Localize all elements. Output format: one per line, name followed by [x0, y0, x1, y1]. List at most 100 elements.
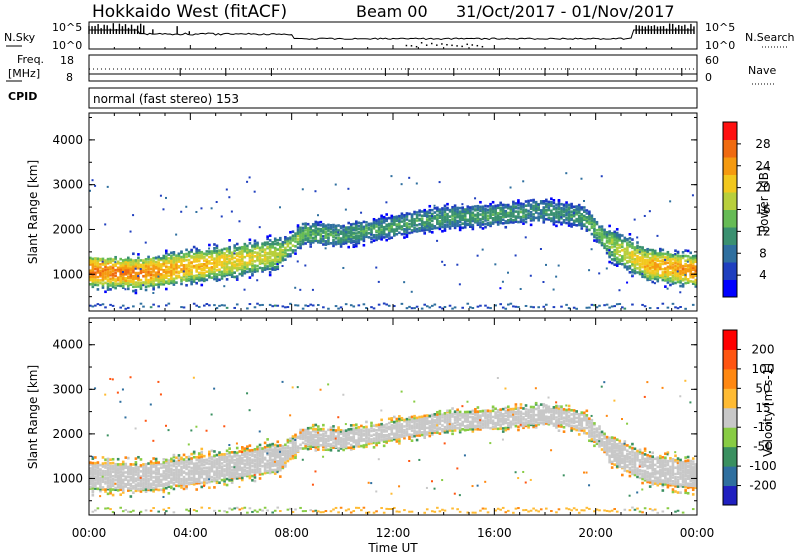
echo-cell — [349, 240, 353, 243]
echo-cell — [342, 439, 345, 443]
echo-cell — [342, 231, 345, 234]
echo-cell — [562, 219, 566, 222]
echo-cell — [469, 223, 472, 226]
echo-cell — [165, 472, 168, 476]
ground-scatter — [393, 506, 396, 509]
echo-cell — [420, 433, 424, 437]
echo-cell — [618, 246, 622, 249]
echo-cell — [96, 469, 100, 473]
echo-cell — [631, 260, 634, 264]
echo-cell — [529, 210, 533, 214]
echo-cell — [159, 474, 163, 478]
echo-cell — [263, 255, 267, 259]
echo-cell — [273, 268, 277, 271]
echo-cell — [172, 453, 176, 457]
echo-cell — [648, 259, 652, 262]
echo-cell — [134, 485, 138, 488]
echo-cell — [557, 220, 561, 224]
echo-cell — [671, 266, 675, 269]
ground-scatter — [507, 303, 510, 306]
echo-cell — [628, 265, 632, 268]
echo-cell — [550, 217, 553, 220]
echo-cell — [208, 472, 211, 475]
echo-cell — [347, 245, 350, 249]
echo-cell — [501, 208, 505, 211]
echo-cell — [172, 268, 176, 272]
echo-cell — [382, 440, 386, 443]
echo-cell — [415, 438, 419, 442]
echo-cell — [119, 480, 122, 483]
echo-cell — [147, 469, 150, 472]
echo-noise — [461, 203, 464, 206]
echo-cell — [628, 245, 632, 248]
echo-cell — [116, 476, 120, 480]
echo-cell — [610, 242, 614, 246]
echo-cell — [167, 278, 171, 281]
echo-cell — [281, 253, 285, 256]
ground-scatter — [339, 306, 343, 309]
echo-noise — [190, 429, 193, 432]
echo-cell — [96, 283, 100, 287]
echo-cell — [243, 247, 247, 251]
echo-cell — [557, 210, 561, 214]
echo-cell — [476, 204, 480, 208]
echo-noise — [104, 393, 107, 396]
echo-cell — [195, 281, 198, 285]
echo-cell — [200, 453, 204, 457]
echo-cell — [545, 204, 548, 207]
echo-cell — [319, 241, 323, 244]
echo-cell — [119, 276, 122, 280]
echo-cell — [651, 254, 654, 258]
echo-noise — [494, 263, 497, 266]
echo-cell — [304, 234, 307, 237]
echo-cell — [175, 271, 178, 274]
echo-cell — [134, 469, 138, 473]
echo-noise — [476, 254, 479, 257]
echo-cell — [547, 200, 551, 204]
echo-cell — [377, 441, 381, 444]
ground-scatter — [271, 305, 274, 308]
echo-cell — [228, 458, 231, 461]
echo-cell — [91, 260, 95, 264]
echo-cell — [572, 221, 576, 225]
echo-cell — [636, 256, 639, 260]
echo-cell — [327, 434, 330, 438]
echo-cell — [170, 275, 173, 279]
echo-cell — [139, 482, 143, 485]
echo-cell — [552, 212, 556, 215]
echo-noise — [691, 194, 694, 197]
echo-cell — [545, 198, 548, 202]
echo-cell — [636, 246, 639, 249]
echo-cell — [246, 457, 249, 460]
echo-cell — [385, 233, 388, 236]
echo-cell — [109, 478, 112, 482]
echo-cell — [192, 475, 196, 478]
echo-cell — [676, 260, 680, 264]
echo-cell — [367, 434, 371, 437]
echo-cell — [332, 446, 335, 449]
echo-cell — [557, 202, 561, 205]
noise-panel: N.Sky 10^5 10^0 10^5 10^0 N.Search — [4, 21, 795, 108]
echo-cell — [403, 425, 406, 428]
echo-cell — [94, 257, 97, 260]
echo-cell — [646, 262, 649, 265]
echo-cell — [484, 212, 487, 216]
echo-cell — [228, 247, 231, 251]
echo-cell — [266, 265, 269, 268]
echo-cell — [537, 216, 540, 220]
echo-cell — [413, 228, 416, 232]
echo-cell — [273, 457, 277, 461]
echo-cell — [147, 484, 150, 488]
echo-cell — [659, 251, 662, 255]
echo-cell — [177, 462, 181, 466]
echo-cell — [398, 415, 401, 418]
echo-cell — [311, 239, 315, 242]
echo-cell — [119, 468, 122, 471]
echo-cell — [116, 463, 120, 466]
echo-cell — [197, 452, 201, 455]
noise-left-tick-top: 10^5 — [52, 21, 82, 34]
echo-cell — [311, 441, 315, 445]
echo-cell — [284, 465, 287, 468]
echo-cell — [289, 449, 292, 452]
echo-cell — [129, 468, 133, 472]
